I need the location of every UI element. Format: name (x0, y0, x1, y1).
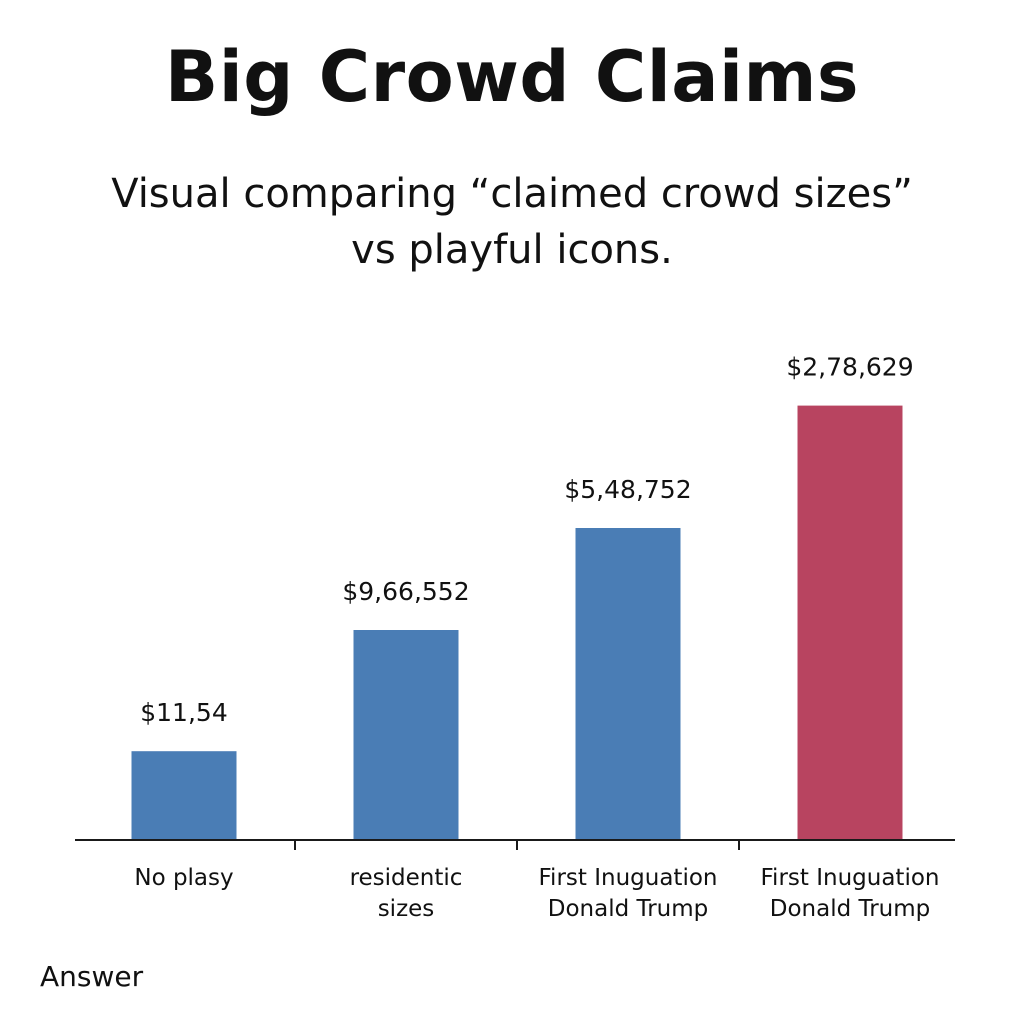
subtitle-line-2: vs playful icons. (351, 227, 673, 273)
bar-4 (797, 405, 903, 840)
category-label-2-line-2: sizes (378, 896, 435, 922)
subtitle-line-1: Visual comparing “claimed crowd sizes” (111, 171, 913, 217)
data-label-3: $5,48,752 (564, 475, 691, 504)
data-label-1: $11,54 (140, 698, 227, 727)
bar-2 (353, 630, 459, 840)
bar-3 (575, 528, 681, 840)
bar-1 (131, 751, 237, 840)
category-label-3-line-2: Donald Trump (548, 896, 708, 922)
chart-title: Big Crowd Claims (164, 36, 860, 118)
data-label-2: $9,66,552 (342, 577, 469, 606)
category-label-4-line-2: Donald Trump (770, 896, 930, 922)
footer-answer-label: Answer (40, 960, 144, 993)
category-label-3-line-1: First Inuguation (539, 865, 718, 891)
category-label-4-line-1: First Inuguation (761, 865, 940, 891)
category-label-2-line-1: residentic (350, 865, 463, 891)
chart-subtitle: Visual comparing “claimed crowd sizes” v… (62, 166, 962, 278)
category-label-1: No plasy (134, 865, 233, 891)
data-label-4: $2,78,629 (786, 353, 913, 382)
